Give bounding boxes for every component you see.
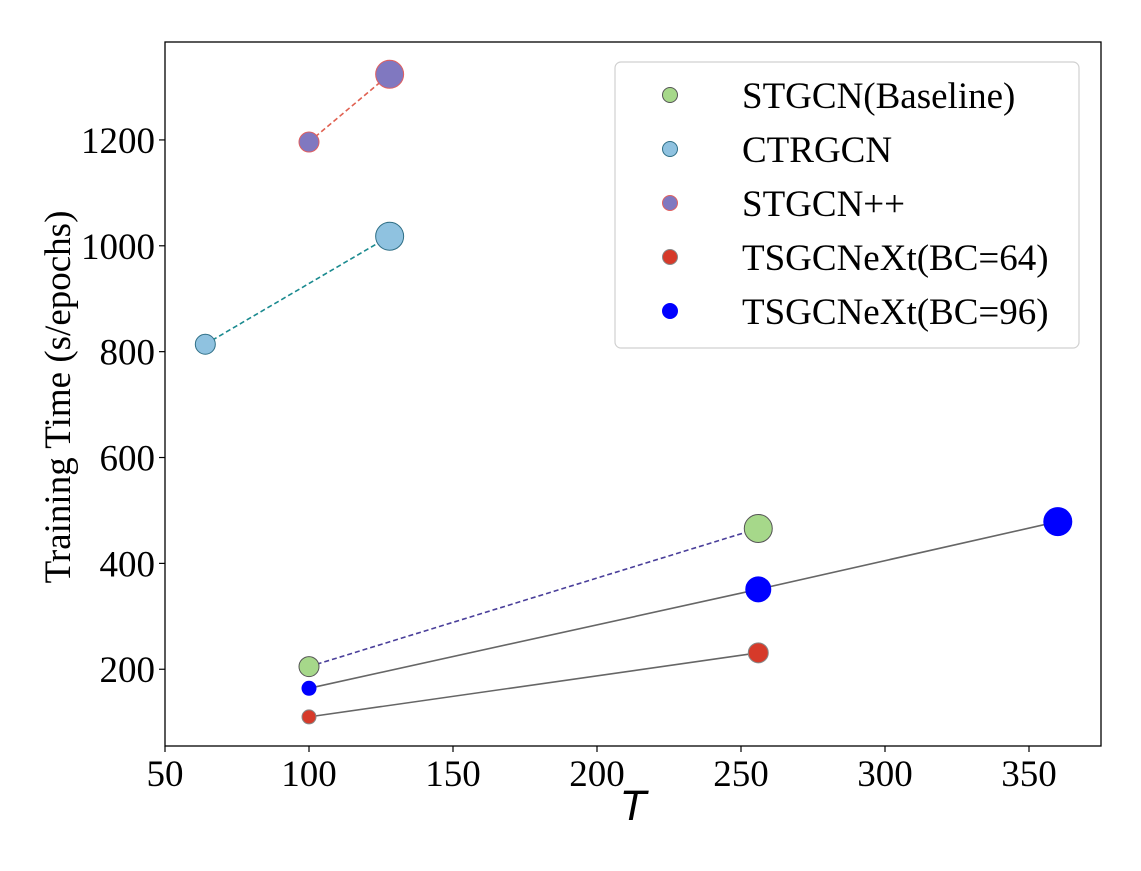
series-line-2 <box>308 73 391 143</box>
x-tick-label: 150 <box>425 754 481 795</box>
series-line-1 <box>204 235 391 345</box>
legend: STGCN(Baseline) CTRGCN STGCN++ TSGCNeXt(BC=… <box>614 61 1080 349</box>
data-point-2-0 <box>298 131 320 153</box>
x-tick-label: 300 <box>857 754 913 795</box>
data-point-3-0 <box>301 709 317 725</box>
legend-marker-0 <box>662 87 678 103</box>
y-axis-label: Training Time (s/epochs) <box>38 211 79 584</box>
data-point-1-0 <box>194 333 216 355</box>
legend-label-1: CTRGCN <box>742 130 892 171</box>
legend-label-3: TSGCNeXt(BC=64) <box>742 238 1049 279</box>
series-line-3 <box>308 652 759 718</box>
data-point-1-1 <box>375 221 405 251</box>
data-point-0-0 <box>298 656 320 678</box>
data-point-0-1 <box>743 513 773 543</box>
legend-marker-2 <box>662 195 678 211</box>
legend-marker-1 <box>662 141 678 157</box>
data-point-4-2 <box>1043 507 1073 537</box>
y-tick-label: 1000 <box>81 227 155 268</box>
y-tick-label: 400 <box>100 544 156 585</box>
x-axis-label: T <box>622 784 650 830</box>
x-tick-label: 250 <box>713 754 769 795</box>
x-tick-label: 350 <box>1001 754 1057 795</box>
y-tick-label: 600 <box>100 439 156 480</box>
legend-label-2: STGCN++ <box>742 184 905 225</box>
data-point-4-1 <box>745 576 772 603</box>
y-tick-label: 200 <box>100 650 156 691</box>
x-tick-label: 200 <box>569 754 625 795</box>
plot-frame <box>164 41 1102 747</box>
series-line-0 <box>308 527 759 668</box>
legend-marker-4 <box>662 303 678 319</box>
y-tick-label: 1200 <box>81 121 155 162</box>
data-point-3-1 <box>747 642 769 664</box>
legend-marker-3 <box>662 249 678 265</box>
series-layer <box>194 59 1073 725</box>
x-tick-label: 100 <box>281 754 337 795</box>
data-point-4-0 <box>301 680 317 696</box>
legend-label-4: TSGCNeXt(BC=96) <box>742 292 1049 333</box>
data-point-2-1 <box>375 59 405 89</box>
axes-layer: 50 100 150 200 250 300 350 200 400 600 800 1000 1200 <box>81 121 1057 795</box>
legend-label-0: STGCN(Baseline) <box>742 76 1015 117</box>
legend-box <box>614 61 1080 349</box>
y-tick-label: 800 <box>100 333 156 374</box>
x-tick-label: 50 <box>147 754 184 795</box>
